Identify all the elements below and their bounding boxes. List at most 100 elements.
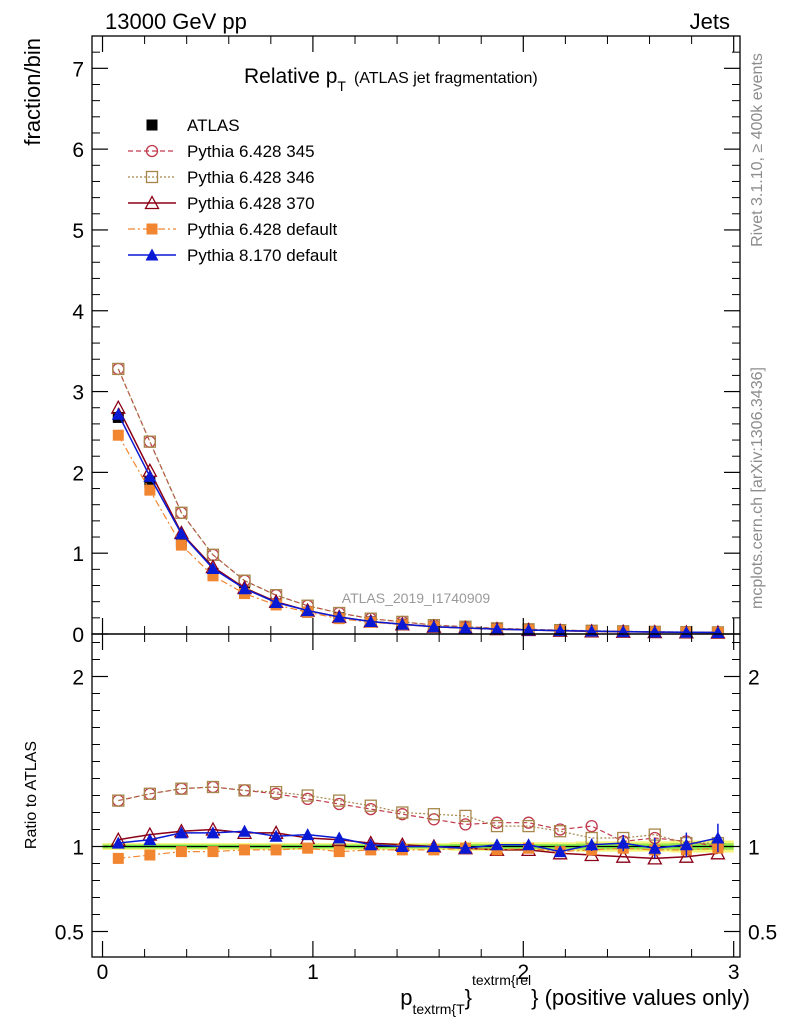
ratio-point-p346 xyxy=(269,785,283,799)
legend-label-p8: Pythia 8.170 default xyxy=(187,246,338,265)
data-point-p8 xyxy=(679,625,693,638)
main-panel: 0 1 2 3 4 5 6 7 Relative pT (ATLAS jet fragmenta… xyxy=(72,35,741,647)
ratio-point-p8 xyxy=(522,838,536,851)
x-axis-title: ptextrm{T}textrm{rel} (positive values o… xyxy=(400,972,750,1017)
data-point-p6def xyxy=(144,484,156,496)
legend-label-p345: Pythia 6.428 345 xyxy=(187,142,315,161)
data-point-p6def xyxy=(175,539,187,551)
ratio-line-p370 xyxy=(118,828,718,860)
legend-marker-p346 xyxy=(145,170,159,184)
rivet-version-label: Rivet 3.1.10, ≥ 400k events xyxy=(749,53,766,247)
ratio-point-p346 xyxy=(175,782,188,795)
main-y-tick-label: 5 xyxy=(72,220,84,243)
legend-marker-atlas xyxy=(146,119,158,131)
data-point-p8 xyxy=(522,623,536,636)
ratio-y-tick-label: 2 xyxy=(72,667,84,690)
ratio-point-p345 xyxy=(364,802,377,816)
legend: ATLAS Pythia 6.428 345 Pythia 6.428 346 Pyt… xyxy=(128,116,338,265)
data-point-p8 xyxy=(301,604,315,617)
data-point-p6def xyxy=(112,429,124,441)
x-axis-title-main: p xyxy=(400,985,412,1010)
main-y-tick-label: 6 xyxy=(72,139,84,162)
x-axis-title-superscript: textrm{rel xyxy=(472,972,531,988)
ratio-point-p6def xyxy=(270,844,282,856)
ratio-point-p346 xyxy=(490,819,504,833)
legend-marker-p8 xyxy=(145,248,159,261)
ratio-ylabel: Ratio to ATLAS xyxy=(23,741,40,849)
ratio-point-p346 xyxy=(459,809,472,823)
header-right: Jets xyxy=(690,9,730,34)
ratio-point-p346 xyxy=(522,819,535,833)
data-point-p346 xyxy=(112,362,125,376)
ratio-y-tick-label: 0.5 xyxy=(55,922,84,945)
ratio-point-p6def xyxy=(302,842,314,854)
ratio-frame xyxy=(91,633,741,958)
ratio-point-p346 xyxy=(206,780,220,794)
main-title-text: Relative p xyxy=(244,65,337,88)
ratio-point-p8 xyxy=(332,831,346,844)
legend-label-p346: Pythia 6.428 346 xyxy=(187,168,315,187)
x-axis-title-tail: } (positive values only) xyxy=(531,985,750,1010)
ratio-point-p346 xyxy=(396,806,409,819)
ratio-point-p6def xyxy=(207,846,219,858)
data-point-p8 xyxy=(427,620,441,633)
data-point-p8 xyxy=(238,582,252,595)
ratio-point-p370 xyxy=(615,848,631,863)
ratio-point-p8 xyxy=(174,826,188,839)
ratio-point-p346 xyxy=(427,808,441,821)
series-p6def xyxy=(112,429,724,639)
legend-label-atlas: ATLAS xyxy=(187,116,240,135)
ratio-panel: 0.5 0.5 1 1 2 2 0 1 2 3 xyxy=(55,633,777,984)
main-y-tick-label: 2 xyxy=(72,462,84,485)
ratio-point-p8 xyxy=(206,826,220,839)
data-point-p8 xyxy=(206,562,220,575)
ratio-point-p370 xyxy=(647,850,663,865)
main-y-tick-label: 3 xyxy=(72,382,84,405)
x-tick-label: 3 xyxy=(728,961,740,984)
data-point-atlas xyxy=(144,476,156,488)
ratio-point-p346 xyxy=(301,789,314,802)
ratio-y-tick-label: 1 xyxy=(72,837,84,860)
data-point-p8 xyxy=(111,407,125,420)
data-point-p8 xyxy=(332,610,346,623)
data-point-p8 xyxy=(143,469,157,482)
ratio-point-p346 xyxy=(112,794,125,807)
ratio-point-p8 xyxy=(679,838,693,851)
ratio-point-p8 xyxy=(364,838,378,851)
data-point-p6def xyxy=(207,570,219,582)
data-point-p8 xyxy=(490,622,504,635)
ratio-point-p370 xyxy=(678,848,694,863)
ratio-point-p345 xyxy=(585,819,598,833)
data-point-p8 xyxy=(395,617,409,630)
legend-marker-p370 xyxy=(144,195,160,210)
legend-label-p370: Pythia 6.428 370 xyxy=(187,194,315,213)
legend-label-p6def: Pythia 6.428 default xyxy=(187,220,338,239)
ratio-point-p8 xyxy=(111,836,125,849)
ratio-point-p8 xyxy=(711,831,725,844)
ratio-point-p345 xyxy=(459,818,472,831)
ratio-y-tick-label-right: 1 xyxy=(748,837,760,860)
ratio-point-p345 xyxy=(333,797,346,811)
main-title: Relative pT (ATLAS jet fragmentation) xyxy=(244,65,538,94)
main-title-note: (ATLAS jet fragmentation) xyxy=(354,70,538,87)
ratio-point-p8 xyxy=(616,836,630,849)
main-ylabel: fraction/bin xyxy=(20,38,45,146)
data-point-p8 xyxy=(364,614,378,627)
ratio-point-p6def xyxy=(333,846,345,858)
ratio-point-p8 xyxy=(395,840,409,852)
x-tick-label: 1 xyxy=(307,961,319,984)
main-y-tick-label: 4 xyxy=(72,301,84,324)
ratio-point-p8 xyxy=(585,838,599,851)
data-point-p8 xyxy=(458,621,472,634)
ratio-line-p8 xyxy=(118,830,719,853)
ratio-point-p8 xyxy=(427,840,441,852)
legend-marker-p345 xyxy=(145,144,159,158)
ratio-point-p8 xyxy=(269,829,283,842)
ratio-series-p346 xyxy=(112,780,725,850)
ratio-point-p8 xyxy=(238,824,252,837)
ratio-y-tick-label-right: 0.5 xyxy=(748,922,777,945)
ratio-series-p8 xyxy=(111,823,725,859)
main-y-tick-label: 1 xyxy=(72,543,84,566)
data-point-p8 xyxy=(711,625,725,638)
